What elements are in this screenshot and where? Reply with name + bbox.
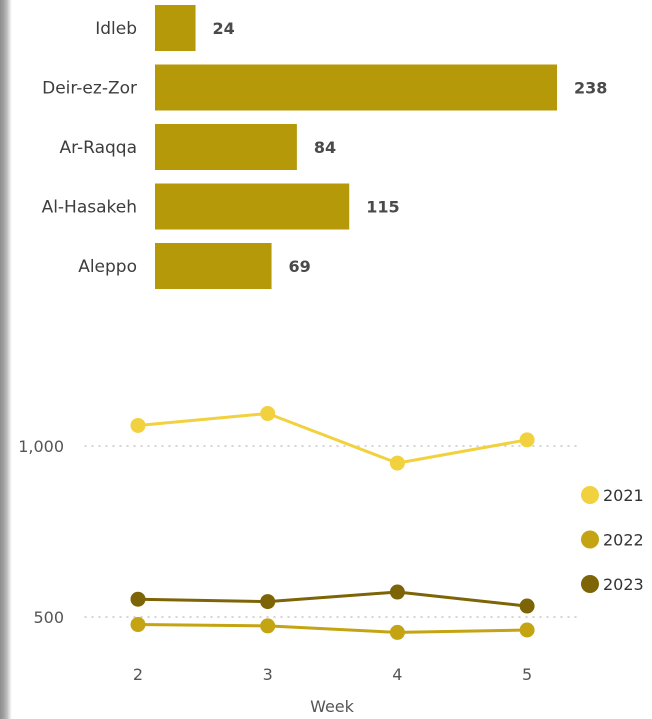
bar-data-label: 24 [213,19,235,38]
bar[interactable] [155,243,272,289]
x-tick-label: 5 [522,665,532,684]
x-tick-label: 3 [263,665,273,684]
data-point[interactable] [130,417,146,433]
data-point[interactable] [389,624,405,640]
legend-marker [581,575,599,593]
data-point[interactable] [389,584,405,600]
bar-data-label: 84 [314,138,336,157]
series-line[interactable] [136,623,529,634]
bar-category-label: Deir-ez-Zor [42,79,137,99]
bar-data-label: 115 [366,198,399,217]
bar-category-label: Idleb [95,19,137,39]
series-line[interactable] [136,590,529,608]
legend[interactable]: 2021 2022 2023 [581,486,644,594]
bar-category-label: Ar-Raqqa [59,138,137,158]
y-axis-ticks: 1,000 500 [18,437,64,627]
data-point[interactable] [130,617,146,633]
x-tick-label: 2 [133,665,143,684]
bar-chart: Idleb 24 Deir-ez-Zor 238 Ar-Raqqa 84 Al-Hasake… [42,5,607,289]
data-point[interactable] [519,598,535,614]
data-point[interactable] [519,432,535,448]
series-line[interactable] [136,412,529,465]
y-tick-label: 500 [33,608,64,627]
y-gridlines [84,445,581,618]
bar[interactable] [155,64,557,111]
legend-marker [581,486,599,504]
line-chart: 1,000 500 2 3 4 5 Week 2021 2022 2023 [18,406,644,716]
data-point[interactable] [130,591,146,607]
data-point[interactable] [260,594,276,610]
bar-category-label: Al-Hasakeh [42,198,137,218]
y-tick-label: 1,000 [18,437,64,456]
x-axis-ticks: 2 3 4 5 [133,665,532,684]
x-tick-label: 4 [392,665,402,684]
data-point[interactable] [519,622,535,638]
line-series [130,406,535,640]
bar-data-label: 238 [574,79,607,98]
data-point[interactable] [389,455,405,471]
x-axis-title: Week [310,697,355,716]
legend-label: 2023 [603,575,644,594]
bar[interactable] [155,5,196,51]
legend-label: 2022 [603,531,644,550]
bar-data-label: 69 [289,257,311,276]
data-point[interactable] [260,406,276,422]
bar[interactable] [155,183,350,230]
panel-edge-shadow [0,0,12,719]
legend-marker [581,530,599,549]
bar[interactable] [155,124,297,170]
data-point[interactable] [260,618,276,634]
bar-category-label: Aleppo [78,257,137,277]
legend-label: 2021 [603,486,644,505]
